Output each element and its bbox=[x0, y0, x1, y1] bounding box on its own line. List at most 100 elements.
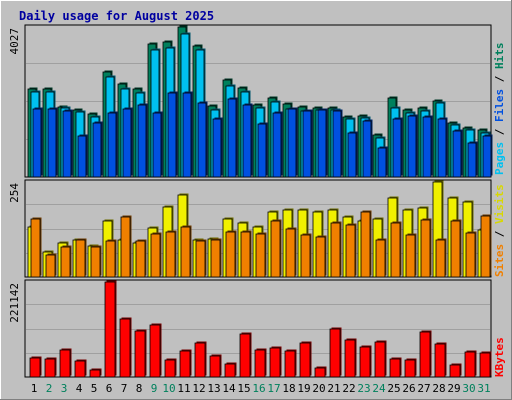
bar-hits-files-pages-pages-day-6 bbox=[107, 111, 118, 178]
bar-face bbox=[377, 147, 387, 178]
bar-kbytes-kbytes-day-17 bbox=[269, 346, 282, 378]
bar-face bbox=[272, 112, 282, 178]
bar-face bbox=[224, 363, 236, 378]
legend-sep-1: / bbox=[493, 128, 506, 135]
x-tick-label-day-6: 6 bbox=[106, 382, 113, 395]
bar-visits-sites-sites-day-28 bbox=[435, 238, 447, 278]
bar-face bbox=[47, 108, 57, 178]
x-tick-label-day-9: 9 bbox=[151, 382, 158, 395]
bar-kbytes-kbytes-day-5 bbox=[89, 368, 102, 378]
x-tick-label-day-16: 16 bbox=[252, 382, 265, 395]
bar-hits-files-pages-pages-day-10 bbox=[167, 91, 178, 178]
bar-hits-files-pages-pages-day-2 bbox=[47, 107, 58, 178]
legend-pages: Pages bbox=[493, 142, 506, 175]
bar-hits-files-pages-pages-day-17 bbox=[272, 111, 283, 178]
bar-visits-sites-sites-day-30 bbox=[465, 231, 477, 278]
bar-face bbox=[434, 343, 446, 378]
bar-face bbox=[257, 123, 267, 178]
x-tick-label-day-11: 11 bbox=[177, 382, 190, 395]
bar-kbytes-kbytes-day-11 bbox=[179, 349, 192, 378]
x-tick-label-day-21: 21 bbox=[327, 382, 340, 395]
bar-visits-sites-sites-day-17 bbox=[270, 219, 282, 278]
bar-face bbox=[405, 234, 416, 278]
x-tick-label-day-2: 2 bbox=[46, 382, 53, 395]
bar-face bbox=[452, 130, 462, 178]
x-tick-label-day-30: 30 bbox=[462, 382, 475, 395]
bar-hits-files-pages-pages-day-21 bbox=[332, 109, 343, 178]
bar-face bbox=[315, 236, 326, 278]
y-max-label-visits: 254 bbox=[8, 183, 21, 203]
bar-visits-sites-sites-day-16 bbox=[255, 232, 267, 278]
bar-visits-sites-sites-day-21 bbox=[330, 221, 342, 278]
bar-face bbox=[164, 359, 176, 378]
bar-hits-files-pages-pages-day-20 bbox=[317, 108, 328, 178]
bar-face bbox=[285, 228, 296, 278]
bar-hits-files-pages-pages-day-31 bbox=[482, 134, 493, 178]
x-tick-label-day-24: 24 bbox=[372, 382, 386, 395]
bar-kbytes-kbytes-day-23 bbox=[359, 345, 372, 378]
bar-visits-sites-sites-day-14 bbox=[225, 230, 237, 278]
bar-visits-sites-sites-day-27 bbox=[420, 218, 432, 278]
bar-visits-sites-sites-day-13 bbox=[210, 238, 222, 278]
bar-face bbox=[194, 342, 206, 378]
bar-visits-sites-sites-day-19 bbox=[300, 233, 312, 278]
bar-face bbox=[374, 341, 386, 378]
bar-kbytes-kbytes-day-14 bbox=[224, 362, 237, 378]
bar-face bbox=[465, 232, 476, 278]
bar-kbytes-kbytes-day-27 bbox=[419, 330, 432, 378]
x-tick-label-day-13: 13 bbox=[207, 382, 220, 395]
bar-visits-sites-sites-day-2 bbox=[45, 253, 57, 278]
bar-hits-files-pages-pages-day-19 bbox=[302, 109, 313, 178]
bar-face bbox=[197, 102, 207, 178]
bar-face bbox=[179, 350, 191, 378]
legend-visits-label: Visits bbox=[493, 184, 506, 224]
bar-face bbox=[77, 135, 87, 178]
bar-visits-sites-sites-day-20 bbox=[315, 235, 327, 278]
bar-face bbox=[464, 351, 476, 378]
bar-visits-sites-sites-day-12 bbox=[195, 239, 207, 278]
x-tick-label-day-18: 18 bbox=[282, 382, 295, 395]
bar-hits-files-pages-pages-day-13 bbox=[212, 117, 223, 178]
bar-face bbox=[404, 359, 416, 378]
x-tick-label-day-8: 8 bbox=[136, 382, 143, 395]
bar-hits-files-pages-pages-day-11 bbox=[182, 91, 193, 178]
bar-face bbox=[407, 115, 417, 178]
bar-face bbox=[437, 118, 447, 178]
bar-hits-files-pages-pages-day-25 bbox=[392, 117, 403, 178]
x-tick-label-day-26: 26 bbox=[402, 382, 415, 395]
y-max-label-hits: 4027 bbox=[8, 28, 21, 55]
bar-face bbox=[420, 219, 431, 278]
x-tick-label-day-20: 20 bbox=[312, 382, 325, 395]
bar-hits-files-pages-pages-day-4 bbox=[77, 134, 88, 178]
bar-hits-files-pages-pages-day-7 bbox=[122, 107, 133, 178]
legend-hits-label: Hits bbox=[493, 43, 506, 70]
bar-face bbox=[284, 350, 296, 378]
bar-face bbox=[122, 108, 132, 178]
bar-face bbox=[182, 92, 192, 178]
bar-kbytes-kbytes-day-21 bbox=[329, 327, 342, 378]
bar-face bbox=[270, 220, 281, 278]
chart-title: Daily usage for August 2025 bbox=[19, 9, 214, 23]
bar-face bbox=[62, 110, 72, 178]
bar-face bbox=[239, 333, 251, 378]
bar-hits-files-pages-pages-day-16 bbox=[257, 122, 268, 178]
bar-face bbox=[135, 240, 146, 278]
bar-visits-sites-sites-day-15 bbox=[240, 230, 252, 278]
bar-face bbox=[165, 231, 176, 278]
bar-hits-files-pages-pages-day-3 bbox=[62, 109, 73, 178]
bar-face bbox=[45, 254, 56, 278]
legend-visits: Sites / Visits bbox=[493, 184, 506, 277]
bar-face bbox=[419, 331, 431, 378]
bar-kbytes-kbytes-day-13 bbox=[209, 354, 222, 378]
bar-face bbox=[435, 239, 446, 278]
bar-hits-files-pages-pages-day-12 bbox=[197, 101, 208, 178]
bar-kbytes-kbytes-day-7 bbox=[119, 317, 132, 378]
bar-hits-files-pages-pages-day-23 bbox=[362, 119, 373, 178]
bar-visits-sites-sites-day-5 bbox=[90, 245, 102, 278]
bar-kbytes-kbytes-day-22 bbox=[344, 338, 357, 378]
bar-kbytes-kbytes-day-24 bbox=[374, 340, 387, 378]
bar-face bbox=[375, 239, 386, 278]
bar-visits-sites-sites-day-29 bbox=[450, 219, 462, 278]
bar-face bbox=[32, 108, 42, 178]
